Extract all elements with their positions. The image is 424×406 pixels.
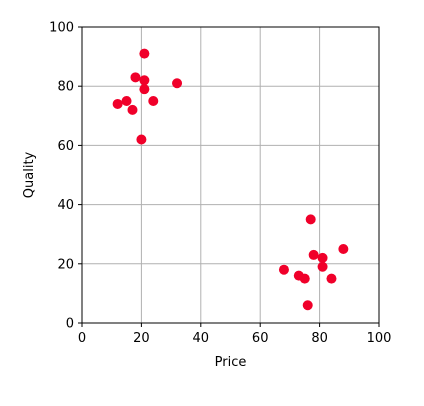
x-tick-label: 0 bbox=[78, 331, 86, 346]
plot-area-frame bbox=[81, 26, 380, 324]
data-point bbox=[317, 252, 328, 263]
data-point bbox=[127, 104, 138, 115]
y-tick-label: 40 bbox=[57, 198, 74, 213]
data-point bbox=[139, 75, 150, 86]
y-tick-label: 20 bbox=[57, 257, 74, 272]
data-point bbox=[317, 261, 328, 272]
x-tick-label: 60 bbox=[252, 331, 269, 346]
y-tick-label: 0 bbox=[66, 317, 74, 332]
x-tick-label: 40 bbox=[193, 331, 210, 346]
data-point bbox=[326, 273, 337, 284]
data-point bbox=[302, 300, 313, 311]
data-point bbox=[172, 78, 183, 89]
data-point bbox=[130, 72, 141, 83]
y-axis-title: Quality bbox=[22, 151, 37, 198]
x-tick-label: 80 bbox=[311, 331, 328, 346]
data-points bbox=[112, 48, 349, 311]
data-point bbox=[278, 264, 289, 275]
data-point bbox=[305, 214, 316, 225]
data-point bbox=[136, 134, 147, 145]
data-point bbox=[121, 96, 132, 106]
data-point bbox=[112, 98, 123, 109]
data-point bbox=[139, 84, 150, 95]
x-axis-title: Price bbox=[215, 355, 247, 370]
data-point bbox=[148, 96, 159, 106]
data-point bbox=[139, 48, 150, 59]
data-point bbox=[299, 273, 310, 284]
x-tick-label: 20 bbox=[133, 331, 150, 346]
x-tick-label: 100 bbox=[367, 331, 392, 346]
y-tick-label: 100 bbox=[49, 21, 74, 36]
y-tick-label: 60 bbox=[57, 139, 74, 154]
axis-ticks: 0 20 40 60 80 100 0 20 40 60 80 100 bbox=[49, 21, 391, 347]
data-point bbox=[338, 244, 349, 254]
data-point bbox=[308, 249, 319, 260]
y-tick-label: 80 bbox=[57, 80, 74, 95]
